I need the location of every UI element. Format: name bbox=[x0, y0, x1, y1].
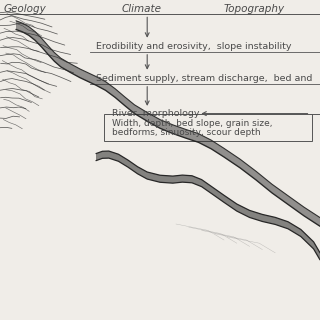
Text: Topography: Topography bbox=[224, 4, 285, 14]
Text: Climate: Climate bbox=[122, 4, 162, 14]
Text: Geology: Geology bbox=[3, 4, 46, 14]
Text: River  morphology: River morphology bbox=[112, 109, 199, 118]
Polygon shape bbox=[96, 151, 320, 260]
Text: Sediment supply, stream discharge,  bed and: Sediment supply, stream discharge, bed a… bbox=[96, 74, 312, 83]
Text: bedforms, sinuosity, scour depth: bedforms, sinuosity, scour depth bbox=[112, 128, 260, 137]
Text: Erodibility and erosivity,  slope instability: Erodibility and erosivity, slope instabi… bbox=[96, 42, 292, 51]
Polygon shape bbox=[16, 21, 320, 226]
Text: Width, depth, bed slope, grain size,: Width, depth, bed slope, grain size, bbox=[112, 119, 273, 128]
